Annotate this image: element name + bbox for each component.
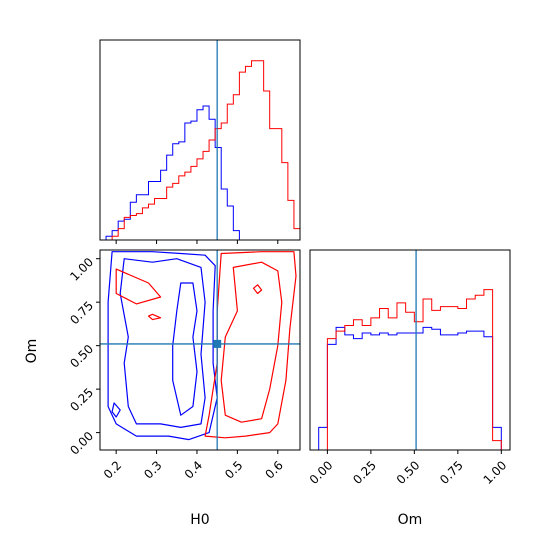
contour-y-tick-label: 0.75 — [67, 298, 96, 327]
contour-y-tick-label: 0.25 — [67, 385, 96, 414]
contour-x-tick-label: 0.4 — [182, 458, 205, 481]
contour-lines — [107, 251, 297, 441]
om-hist-x-tick-label: 0.75 — [437, 458, 466, 487]
contour-red — [252, 284, 263, 295]
h0-histogram-panel — [99, 39, 301, 244]
contour-blue — [172, 282, 198, 416]
y-axis-title-om: Om — [24, 339, 40, 364]
contour-blue — [111, 402, 121, 418]
contour-y-tick-label: 0.00 — [67, 429, 96, 458]
contour-x-tick-label: 0.5 — [222, 458, 245, 481]
contour-red — [220, 261, 283, 423]
x-axis-title-om: Om — [398, 512, 423, 528]
contour-x-tick-label: 0.2 — [101, 458, 124, 481]
truth-marker — [213, 339, 222, 348]
x-axis-title-h0: H0 — [190, 512, 209, 528]
contour-red — [147, 313, 162, 321]
contour-y-tick-label: 1.00 — [67, 255, 96, 284]
contour-blue — [107, 251, 218, 441]
om-hist-x-tick-label: 0.25 — [350, 458, 379, 487]
contour-red — [115, 268, 162, 305]
contour-x-tick-label: 0.6 — [262, 458, 285, 481]
contour-y-tick-label: 0.50 — [67, 342, 96, 371]
om-hist-x-tick-label: 0.00 — [307, 458, 336, 487]
om-hist-x-tick-label: 0.50 — [394, 458, 423, 487]
om-hist-x-tick-label: 1.00 — [481, 458, 510, 487]
h0-om-contour-panel: 0.2 0.3 0.4 0.5 0.6 0.00 0.25 0.50 0.75 1.00 — [67, 249, 301, 482]
om-histogram-panel: 0.00 0.25 0.50 0.75 1.00 — [307, 249, 511, 487]
contour-blue — [119, 258, 206, 428]
contour-red — [204, 251, 297, 439]
contour-x-tick-label: 0.3 — [141, 458, 164, 481]
axes-frame — [99, 249, 301, 451]
om-histogram-blue — [310, 326, 510, 451]
h0-histogram-red — [100, 60, 301, 241]
om-histogram-red — [310, 289, 510, 451]
axes-frame — [309, 249, 511, 451]
axes-frame — [99, 39, 301, 241]
